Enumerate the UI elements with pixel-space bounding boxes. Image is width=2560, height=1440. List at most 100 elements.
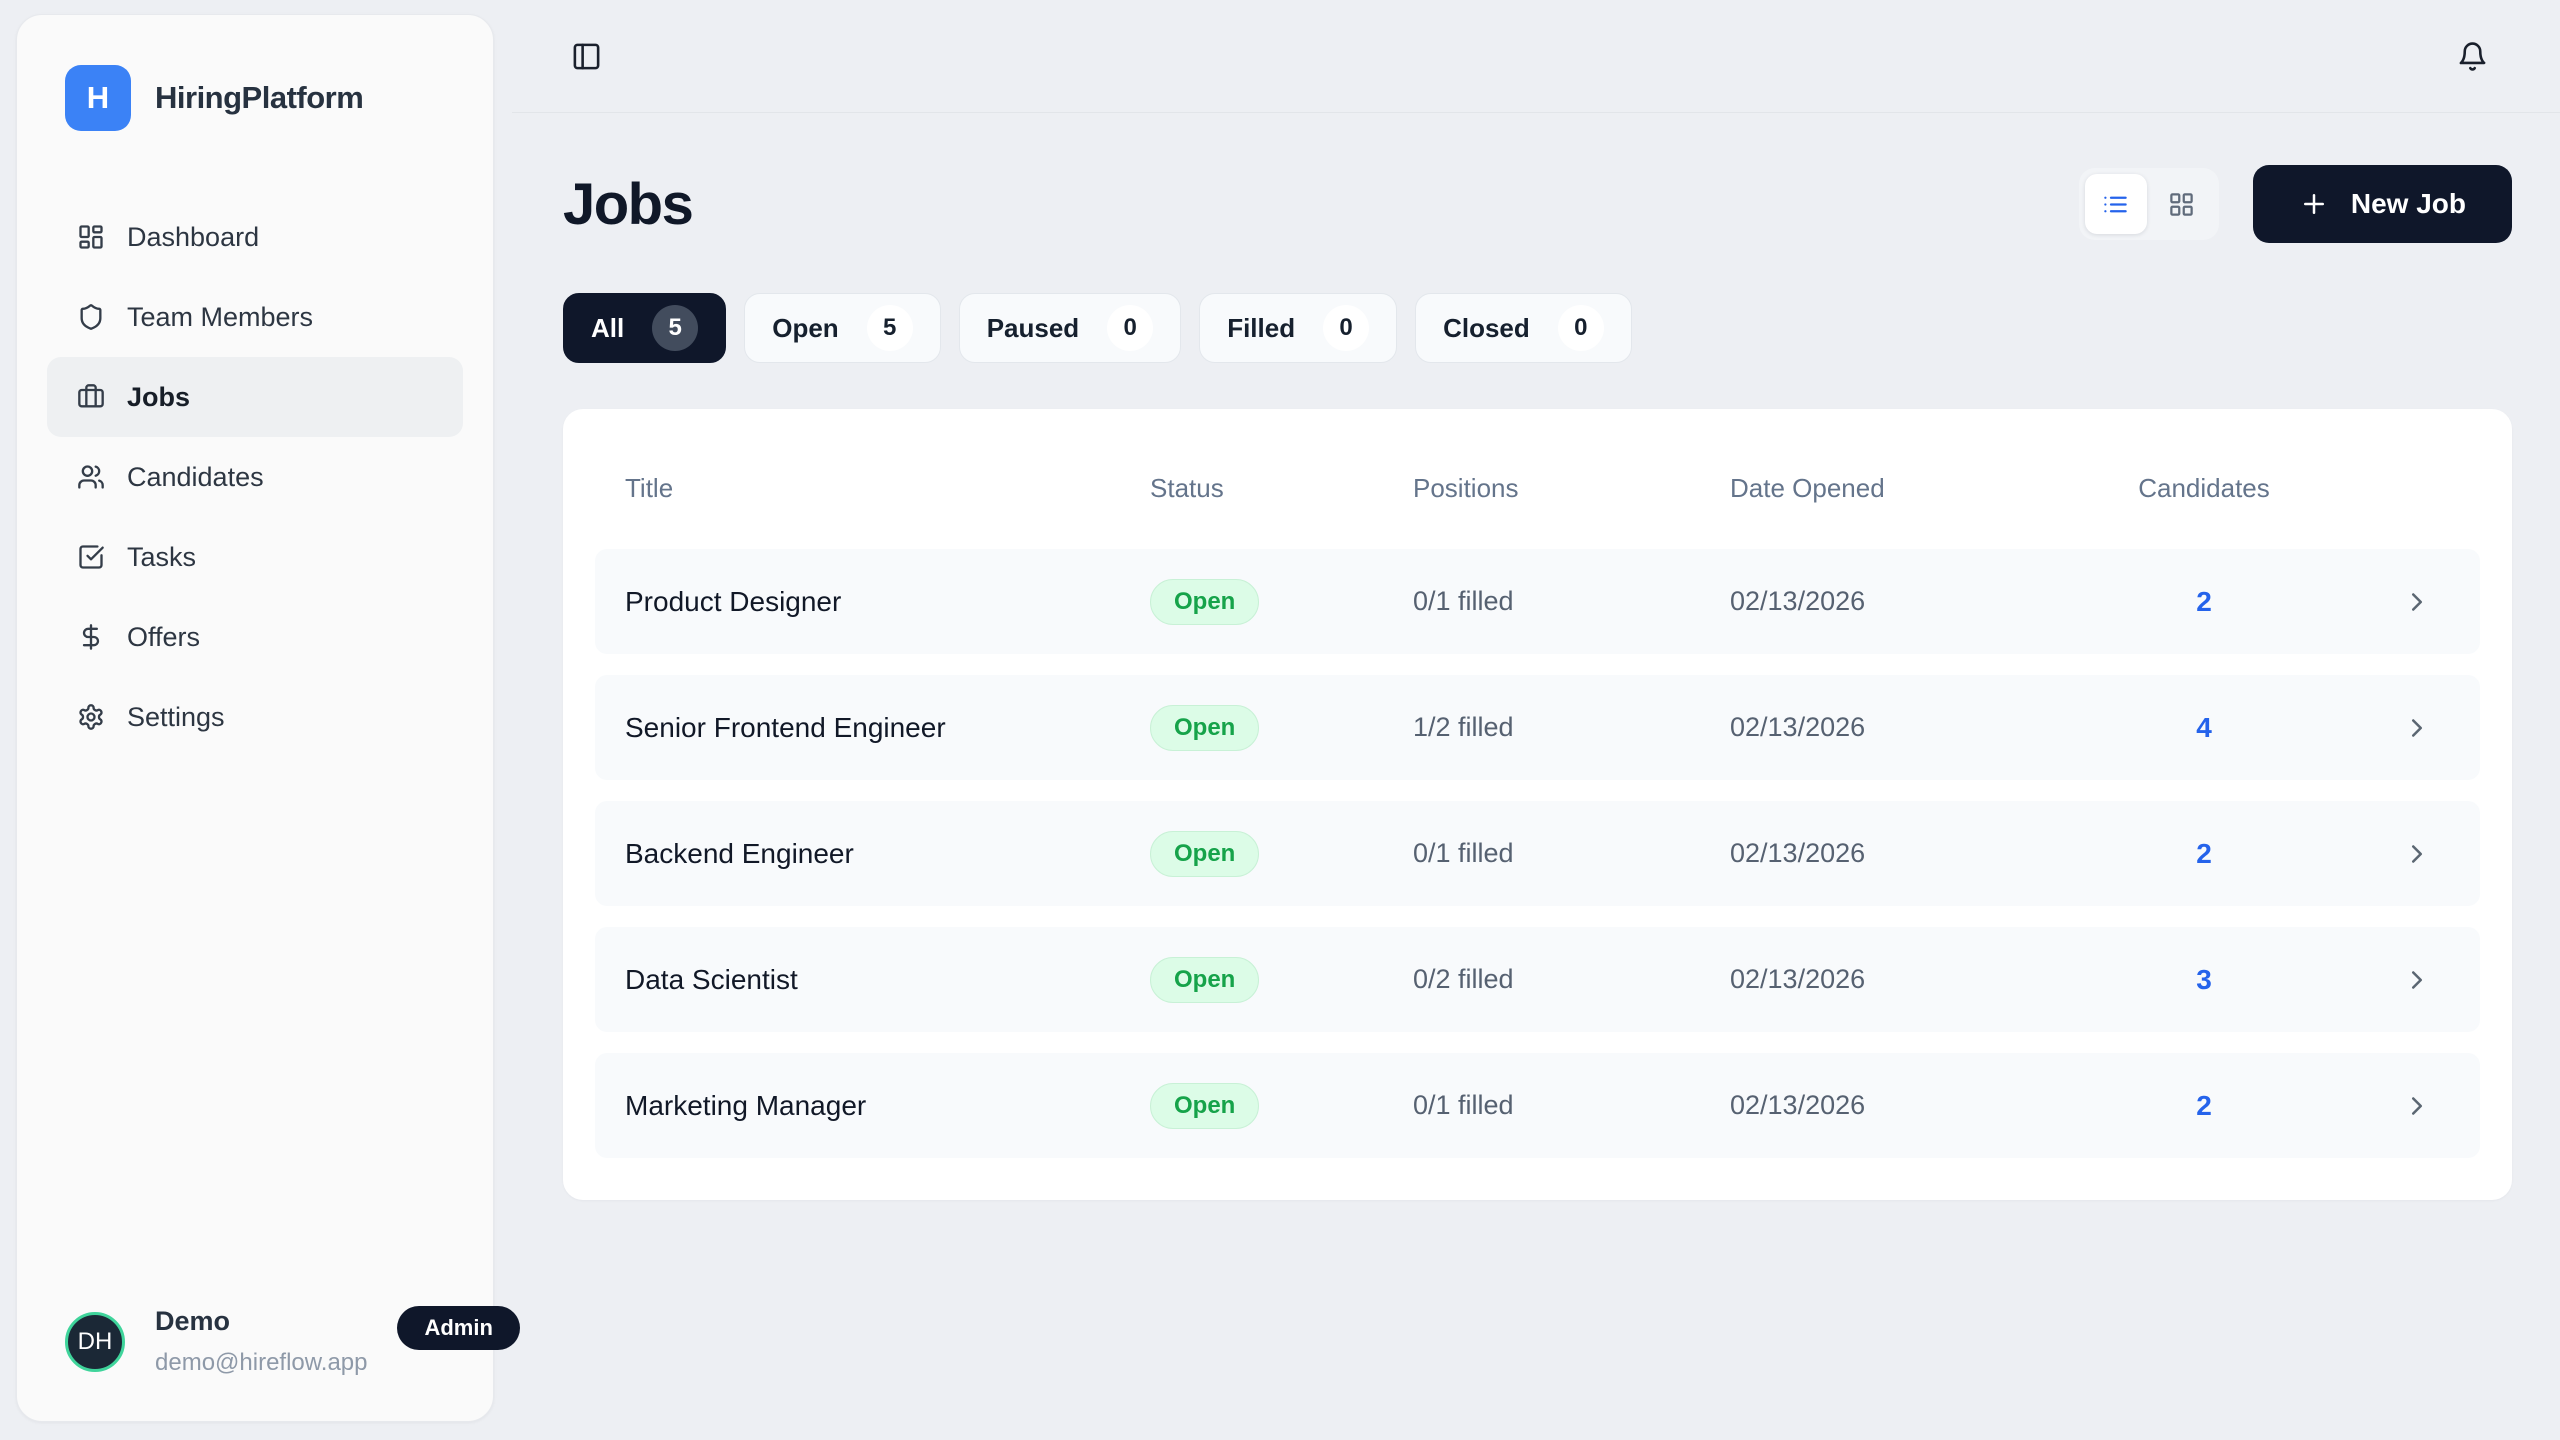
job-date-opened: 02/13/2026 — [1730, 712, 1866, 742]
job-date-opened: 02/13/2026 — [1730, 964, 1866, 994]
user-info: Demo demo@hireflow.app — [155, 1306, 367, 1377]
status-badge: Open — [1150, 578, 1260, 625]
sidebar-item-label: Dashboard — [127, 221, 260, 252]
filter-filled[interactable]: Filled 0 — [1199, 293, 1398, 363]
sidebar-item-label: Candidates — [127, 461, 264, 492]
job-title: Data Scientist — [625, 963, 798, 995]
job-row-senior-frontend-engineer[interactable]: Senior Frontend Engineer Open 1/2 filled… — [595, 675, 2480, 780]
panel-left-icon — [571, 41, 602, 72]
sidebar-item-tasks[interactable]: Tasks — [47, 517, 463, 597]
sidebar-item-label: Tasks — [127, 541, 197, 572]
filter-count-badge: 0 — [1323, 305, 1370, 351]
sidebar-item-settings[interactable]: Settings — [47, 677, 463, 757]
sidebar-item-candidates[interactable]: Candidates — [47, 437, 463, 517]
filter-count-badge: 5 — [866, 305, 913, 351]
job-positions: 0/2 filled — [1413, 964, 1514, 994]
notifications-button[interactable] — [2450, 34, 2494, 78]
job-candidates-count[interactable]: 3 — [2196, 963, 2212, 995]
list-icon — [2102, 191, 2129, 218]
job-title: Senior Frontend Engineer — [625, 711, 946, 743]
filter-closed[interactable]: Closed 0 — [1415, 293, 1632, 363]
column-header-date: Date Opened — [1730, 472, 1885, 503]
check-square-icon — [77, 543, 105, 571]
sidebar-nav: Dashboard Team Members Jobs Candidates T… — [17, 197, 493, 757]
chevron-right-icon — [2402, 713, 2432, 743]
row-open-button[interactable] — [2301, 965, 2480, 995]
filter-all[interactable]: All 5 — [563, 293, 727, 363]
main-content: Jobs New Job All 5 Open 5 Paused 0 — [563, 113, 2512, 1200]
gear-icon — [77, 703, 105, 731]
user-email: demo@hireflow.app — [155, 1349, 368, 1376]
status-badge: Open — [1150, 1082, 1260, 1129]
filter-open[interactable]: Open 5 — [744, 293, 941, 363]
row-open-button[interactable] — [2301, 713, 2480, 743]
grid-icon — [2168, 191, 2195, 218]
plus-icon — [2299, 189, 2329, 219]
job-positions: 0/1 filled — [1413, 838, 1514, 868]
sidebar-item-label: Settings — [127, 701, 225, 732]
chevron-right-icon — [2402, 587, 2432, 617]
filter-paused[interactable]: Paused 0 — [958, 293, 1182, 363]
job-date-opened: 02/13/2026 — [1730, 1090, 1866, 1120]
jobs-table: Title Status Positions Date Opened Candi… — [563, 409, 2512, 1200]
list-view-button[interactable] — [2084, 174, 2147, 234]
filter-count-badge: 0 — [1107, 305, 1154, 351]
job-candidates-count[interactable]: 4 — [2196, 711, 2212, 743]
filter-count-badge: 5 — [652, 305, 699, 351]
chevron-right-icon — [2402, 965, 2432, 995]
job-candidates-count[interactable]: 2 — [2196, 1089, 2212, 1121]
filter-label: Filled — [1227, 312, 1296, 343]
sidebar-toggle-button[interactable] — [564, 34, 608, 78]
column-header-title: Title — [625, 472, 674, 503]
new-job-label: New Job — [2350, 188, 2466, 219]
grid-view-button[interactable] — [2151, 174, 2213, 234]
brand-name: HiringPlatform — [155, 80, 364, 115]
filter-count-badge: 0 — [1557, 305, 1604, 351]
job-candidates-count[interactable]: 2 — [2196, 837, 2212, 869]
job-date-opened: 02/13/2026 — [1730, 586, 1866, 616]
job-positions: 0/1 filled — [1413, 586, 1514, 616]
bell-icon — [2457, 41, 2488, 72]
page-header: Jobs New Job — [563, 165, 2512, 243]
role-badge: Admin — [397, 1306, 520, 1350]
filter-label: Closed — [1443, 312, 1530, 343]
status-filters: All 5 Open 5 Paused 0 Filled 0 Closed 0 — [563, 293, 2512, 363]
status-badge: Open — [1150, 956, 1260, 1003]
topbar — [512, 0, 2560, 113]
filter-label: Paused — [986, 312, 1080, 343]
user-profile[interactable]: DH Demo demo@hireflow.app Admin — [65, 1306, 520, 1377]
sidebar-item-label: Team Members — [127, 301, 314, 332]
new-job-button[interactable]: New Job — [2252, 165, 2512, 243]
sidebar: H HiringPlatform Dashboard Team Members … — [16, 14, 520, 1422]
sidebar-item-label: Offers — [127, 621, 201, 652]
dashboard-icon — [77, 223, 105, 251]
filter-label: All — [591, 312, 625, 343]
job-positions: 1/2 filled — [1413, 712, 1514, 742]
sidebar-item-offers[interactable]: Offers — [47, 597, 463, 677]
chevron-right-icon — [2402, 839, 2432, 869]
sidebar-item-dashboard[interactable]: Dashboard — [47, 197, 463, 277]
row-open-button[interactable] — [2301, 587, 2480, 617]
sidebar-item-team-members[interactable]: Team Members — [47, 277, 463, 357]
job-title: Marketing Manager — [625, 1089, 867, 1121]
table-header-row: Title Status Positions Date Opened Candi… — [595, 451, 2480, 525]
row-open-button[interactable] — [2301, 1091, 2480, 1121]
job-row-product-designer[interactable]: Product Designer Open 0/1 filled 02/13/2… — [595, 549, 2480, 654]
job-candidates-count[interactable]: 2 — [2196, 585, 2212, 617]
job-row-data-scientist[interactable]: Data Scientist Open 0/2 filled 02/13/202… — [595, 927, 2480, 1032]
briefcase-icon — [77, 383, 105, 411]
chevron-right-icon — [2402, 1091, 2432, 1121]
status-badge: Open — [1150, 830, 1260, 877]
sidebar-item-jobs[interactable]: Jobs — [47, 357, 463, 437]
row-open-button[interactable] — [2301, 839, 2480, 869]
dollar-icon — [77, 623, 105, 651]
page-title: Jobs — [563, 171, 694, 237]
job-row-backend-engineer[interactable]: Backend Engineer Open 0/1 filled 02/13/2… — [595, 801, 2480, 906]
job-row-marketing-manager[interactable]: Marketing Manager Open 0/1 filled 02/13/… — [595, 1053, 2480, 1158]
job-title: Backend Engineer — [625, 837, 854, 869]
user-name: Demo — [155, 1306, 231, 1336]
job-date-opened: 02/13/2026 — [1730, 838, 1866, 868]
users-icon — [77, 463, 105, 491]
column-header-candidates: Candidates — [2138, 472, 2270, 503]
brand: H HiringPlatform — [17, 15, 493, 131]
